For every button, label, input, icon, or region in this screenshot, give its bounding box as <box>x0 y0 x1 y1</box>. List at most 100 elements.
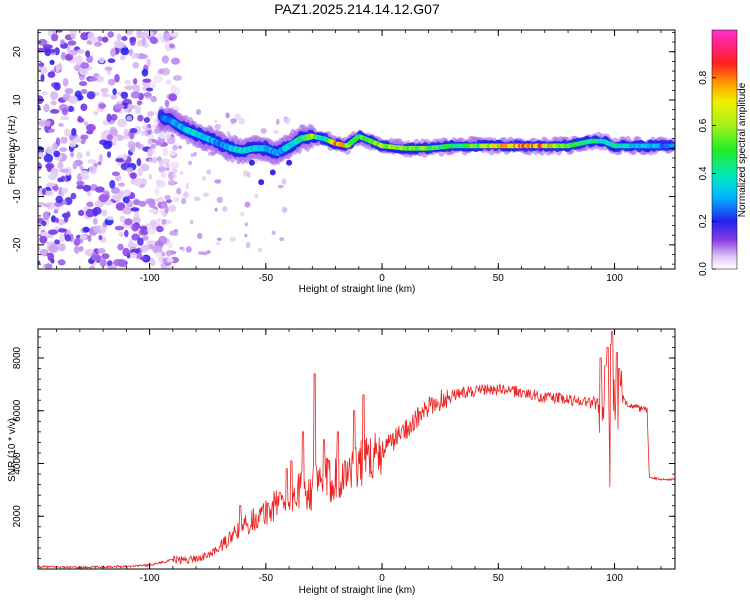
heatmap-cell <box>47 30 53 37</box>
heatmap-cell <box>51 33 59 42</box>
heatmap-cell <box>122 153 128 161</box>
heatmap-cell <box>60 51 66 61</box>
heatmap-cell <box>146 240 157 246</box>
heatmap-cell <box>54 239 60 245</box>
heatmap-cell <box>42 188 46 196</box>
spectrogram-x-tick-label: 50 <box>493 273 505 284</box>
heatmap-cell <box>51 142 58 151</box>
heatmap-cell <box>86 201 94 208</box>
heatmap-cell <box>240 212 245 217</box>
heatmap-cell <box>111 135 119 142</box>
heatmap-cell <box>89 37 99 42</box>
heatmap-cell <box>129 132 135 140</box>
heatmap-cell <box>141 37 147 46</box>
heatmap-cell <box>65 53 74 61</box>
snr-x-ticks: -100 -50 0 50 100 <box>56 329 662 584</box>
heatmap-cell <box>78 209 85 216</box>
heatmap-cell <box>189 219 194 225</box>
heatmap-cell <box>51 185 59 191</box>
snr-frame <box>37 328 676 570</box>
spectrogram-ridge <box>157 106 675 186</box>
heatmap-cell <box>154 139 160 145</box>
snr-y-ticks: 2000 4000 6000 8000 <box>12 336 675 570</box>
spectrogram-y-label: Frequency (Hz) <box>7 116 18 185</box>
heatmap-cell <box>244 222 249 227</box>
heatmap-cell <box>89 165 97 175</box>
heatmap-cell <box>95 76 105 83</box>
heatmap-cell <box>140 244 149 253</box>
heatmap-cell <box>49 109 60 114</box>
heatmap-cell <box>68 30 78 35</box>
heatmap-cell <box>86 123 96 132</box>
heatmap-cell <box>109 128 117 134</box>
heatmap-cell <box>107 31 115 38</box>
spectrogram-x-tick-label: -50 <box>259 273 274 284</box>
heatmap-cell <box>38 162 43 171</box>
heatmap-cell <box>38 151 44 160</box>
heatmap-cell <box>50 91 59 101</box>
heatmap-cell <box>117 118 127 128</box>
heatmap-cell <box>39 235 48 244</box>
heatmap-cell <box>130 91 141 99</box>
heatmap-cell <box>185 246 192 253</box>
snr-y-tick-label: 8000 <box>12 346 23 369</box>
heatmap-cell <box>150 143 157 149</box>
snr-x-tick-label: 100 <box>606 573 623 584</box>
heatmap-cell <box>55 195 63 204</box>
heatmap-cell <box>169 161 180 170</box>
heatmap-cell <box>120 91 129 100</box>
heatmap-cell <box>98 193 109 203</box>
heatmap-cell <box>133 177 142 187</box>
snr-y-label: SNR (10 * v/v) <box>7 418 18 482</box>
heatmap-cell <box>107 78 116 86</box>
heatmap-cell <box>154 197 165 203</box>
heatmap-cell <box>110 113 118 121</box>
heatmap-cell <box>50 100 57 106</box>
heatmap-cell <box>73 245 80 254</box>
heatmap-cell <box>40 74 45 82</box>
heatmap-cell <box>147 148 153 157</box>
heatmap-cell <box>64 234 72 242</box>
heatmap-cell <box>142 78 152 83</box>
heatmap-cell <box>76 151 83 160</box>
heatmap-cell <box>214 119 218 123</box>
heatmap-cell <box>44 190 54 196</box>
heatmap-cell <box>101 226 107 234</box>
heatmap-cell <box>110 94 118 100</box>
heatmap-cell <box>135 141 141 148</box>
heatmap-cell <box>152 80 157 86</box>
heatmap-cell <box>38 246 41 252</box>
heatmap-cell <box>107 265 117 269</box>
heatmap-cell <box>141 130 146 137</box>
heatmap-cell <box>48 229 58 235</box>
heatmap-cell <box>181 197 187 205</box>
heatmap-cell <box>150 95 157 103</box>
heatmap-cell <box>161 202 166 209</box>
heatmap-cell <box>127 103 133 110</box>
heatmap-cell <box>57 243 66 252</box>
heatmap-cell <box>136 158 142 167</box>
spectrogram-y-tick-label: 20 <box>12 46 23 58</box>
heatmap-cell <box>43 153 54 163</box>
heatmap-cell <box>69 141 77 148</box>
heatmap-cell <box>44 47 52 57</box>
heatmap-cell <box>82 226 90 233</box>
heatmap-cell <box>178 145 183 150</box>
heatmap-cell <box>76 185 84 190</box>
heatmap-cell <box>126 115 132 121</box>
heatmap-cell <box>149 257 156 267</box>
heatmap-cell <box>166 242 173 249</box>
heatmap-cell <box>38 38 48 46</box>
heatmap-cell <box>179 246 184 250</box>
heatmap-cell <box>148 158 152 163</box>
snr-y-tick-label: 6000 <box>12 399 23 422</box>
heatmap-cell <box>279 237 285 242</box>
heatmap-cell <box>260 128 268 134</box>
heatmap-cell <box>58 186 63 195</box>
heatmap-cell <box>163 32 171 42</box>
heatmap-cell <box>106 113 112 123</box>
heatmap-cell <box>79 234 88 240</box>
heatmap-cell <box>97 161 102 166</box>
heatmap-cell <box>82 184 92 192</box>
